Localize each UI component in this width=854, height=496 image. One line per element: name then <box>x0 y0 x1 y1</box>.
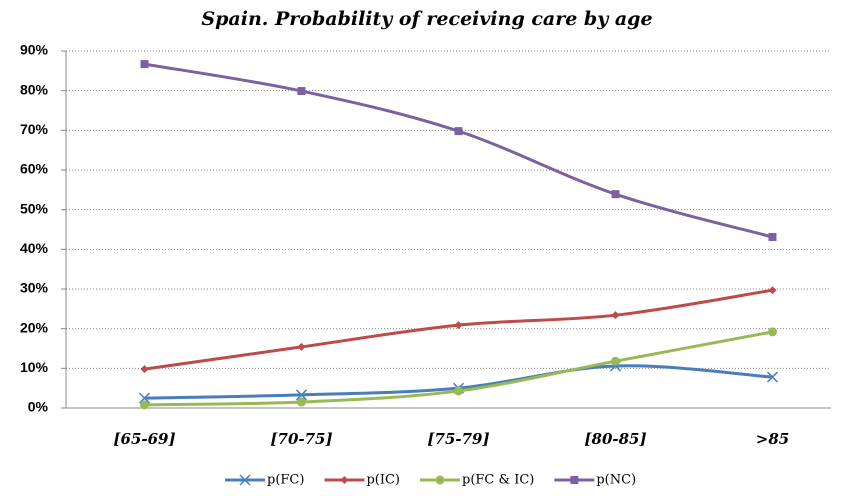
series <box>140 286 777 374</box>
y-tick-label: 10% <box>20 359 49 375</box>
x-tick-label: [80-85] <box>584 430 646 448</box>
marker <box>297 342 306 351</box>
legend: p(FC) p(IC) p(FC & IC) p(NC) <box>225 473 636 488</box>
y-tick-label: 30% <box>20 280 49 296</box>
y-tick-label: 40% <box>20 240 49 256</box>
marker <box>140 365 149 374</box>
marker <box>140 60 149 69</box>
x-tick-label: >85 <box>756 430 789 448</box>
y-tick-label: 0% <box>28 399 49 415</box>
legend-label: p(FC & IC) <box>462 473 534 488</box>
marker <box>340 476 349 484</box>
y-tick-label: 20% <box>20 319 49 335</box>
marker <box>611 311 620 320</box>
y-tick-label: 80% <box>20 81 49 97</box>
marker <box>435 475 445 485</box>
marker <box>454 127 463 136</box>
marker <box>611 190 620 199</box>
y-tick-label: 60% <box>20 161 49 177</box>
legend-label: p(IC) <box>366 473 400 488</box>
marker <box>768 233 777 242</box>
chart-title: Spain. Probability of receiving care by … <box>201 8 652 30</box>
x-tick-label: [75-79] <box>427 430 489 448</box>
series <box>140 60 777 242</box>
line <box>144 288 773 371</box>
series <box>140 327 777 410</box>
marker <box>140 400 149 410</box>
marker <box>138 392 151 404</box>
marker <box>297 87 306 96</box>
y-tick-label: 50% <box>20 200 49 216</box>
marker <box>239 474 251 486</box>
legend-label: p(NC) <box>596 473 636 488</box>
line <box>144 62 773 239</box>
x-tick-label: [70-75] <box>270 430 332 448</box>
marker <box>297 397 306 407</box>
marker <box>454 321 463 330</box>
y-tick-label: 70% <box>20 121 49 137</box>
marker <box>611 356 620 366</box>
series <box>138 360 779 404</box>
marker <box>295 389 308 401</box>
legend-label: p(FC) <box>267 473 304 488</box>
marker <box>768 286 777 295</box>
x-tick-label: [65-69] <box>113 430 175 448</box>
marker <box>768 327 777 337</box>
marker <box>766 371 779 383</box>
y-tick-label: 90% <box>20 42 49 58</box>
marker <box>570 476 579 484</box>
marker <box>454 386 463 396</box>
